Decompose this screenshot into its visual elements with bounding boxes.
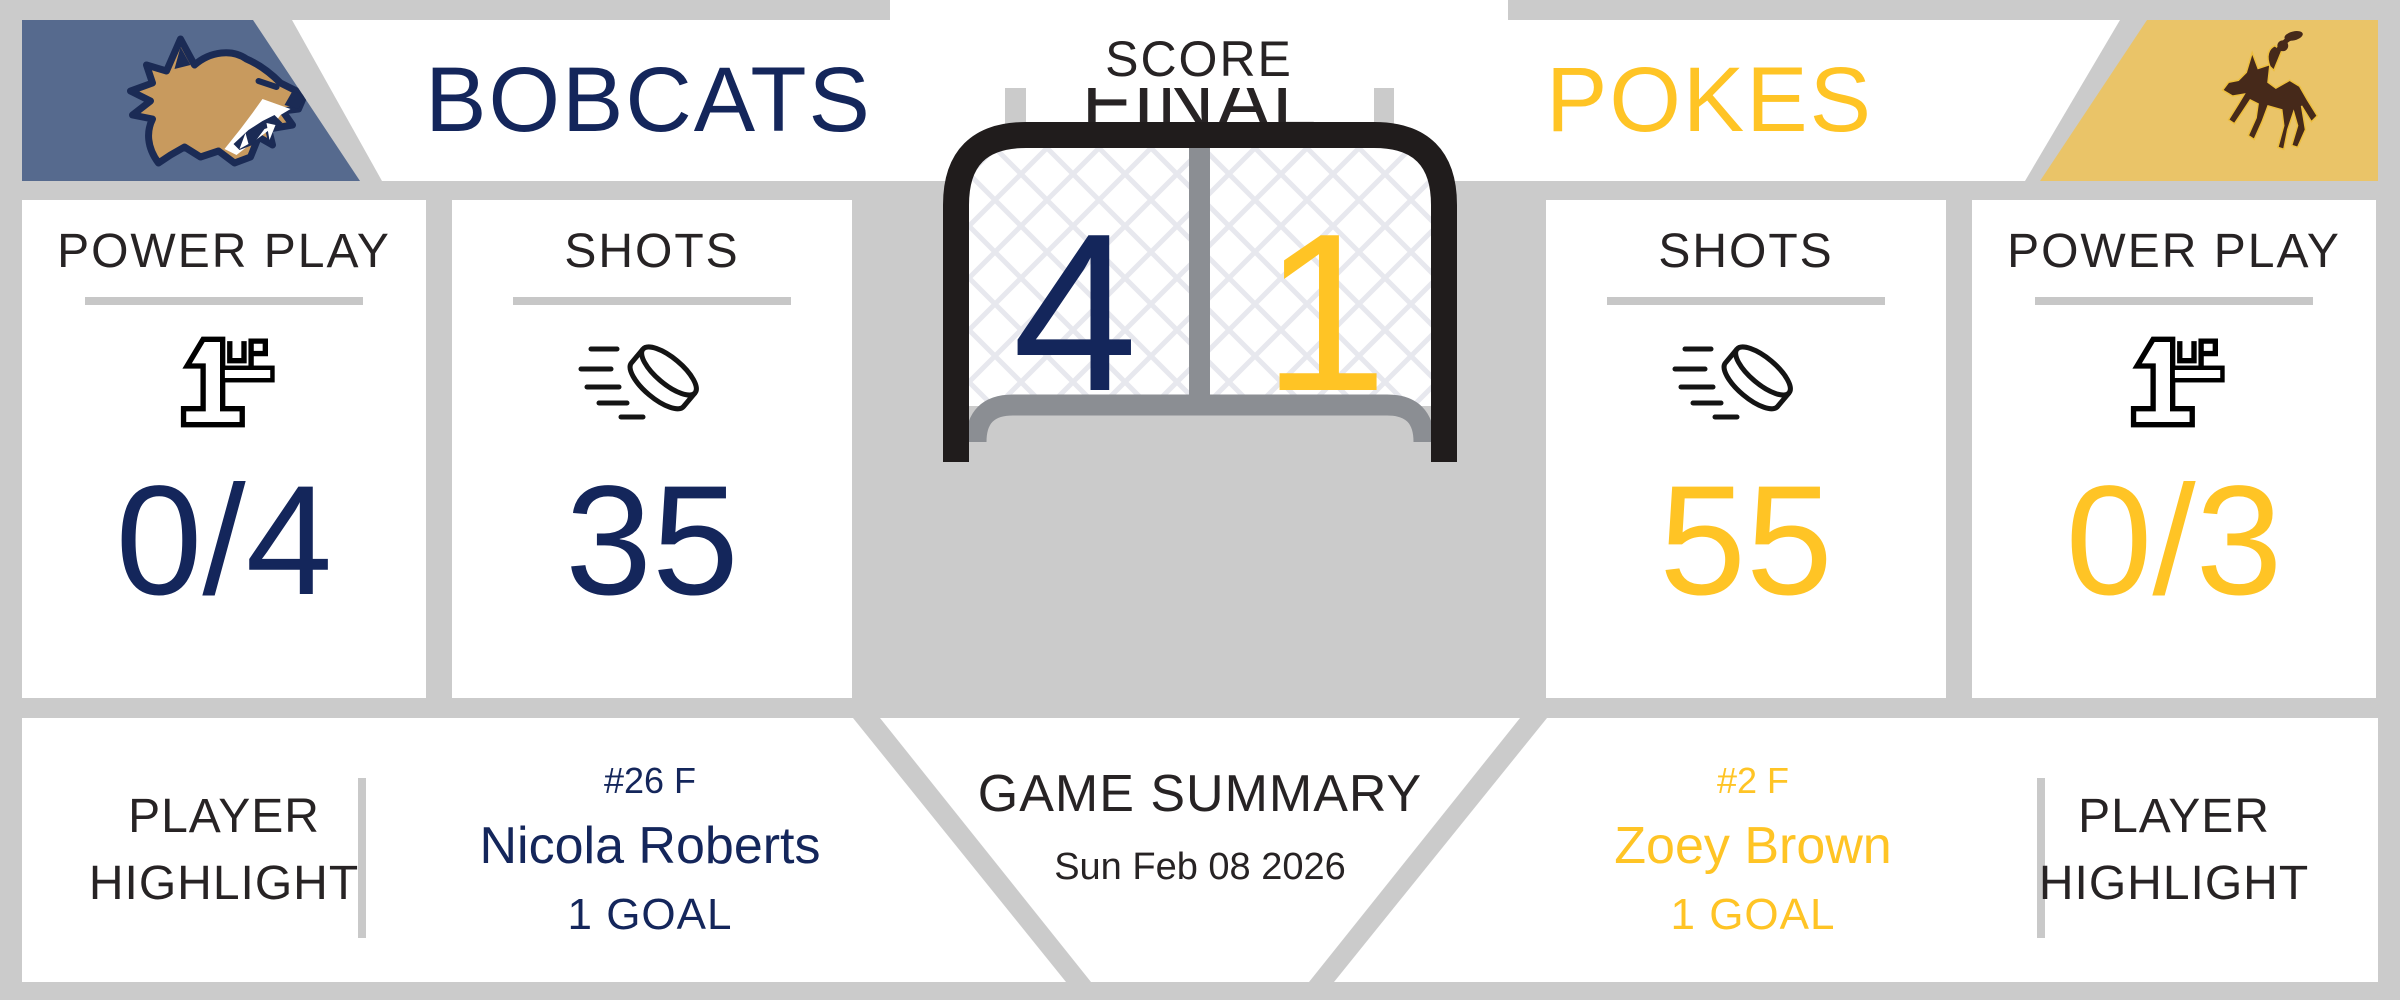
bucking-horse-icon	[2221, 30, 2319, 150]
divider-line	[1607, 296, 1885, 305]
home-power-play-label: POWER PLAY	[57, 225, 391, 278]
away-power-play-box: POWER PLAY 0/3	[1972, 200, 2376, 698]
player-highlight-line2: HIGHLIGHT	[88, 857, 360, 910]
one-up-icon	[2114, 319, 2234, 437]
away-shots-value: 55	[1659, 453, 1833, 628]
player-highlight-line2: HIGHLIGHT	[2038, 857, 2310, 910]
home-shots-label: SHOTS	[564, 225, 740, 278]
home-player-stat: 1 GOAL	[567, 890, 733, 939]
home-score: 4	[1012, 186, 1138, 438]
home-power-play-box: POWER PLAY 0/4	[22, 200, 426, 698]
home-power-play-value: 0/4	[115, 453, 333, 628]
vertical-divider	[2037, 778, 2045, 938]
home-player-info: #26 F Nicola Roberts 1 GOAL	[450, 718, 850, 982]
player-highlight-label: PLAYER HIGHLIGHT	[1974, 718, 2374, 982]
away-team-name: POKES	[1545, 49, 1873, 151]
hockey-goal-icon	[943, 122, 1457, 462]
player-highlight-line1: PLAYER	[2078, 789, 2270, 843]
home-shots-box: SHOTS 35	[452, 200, 852, 698]
vertical-divider	[358, 778, 366, 938]
away-player-highlight-panel: #2 F Zoey Brown 1 GOAL PLAYER HIGHLIGHT	[1334, 718, 2378, 982]
away-score: 1	[1262, 186, 1388, 438]
one-up-icon	[164, 319, 284, 437]
divider-line	[513, 296, 791, 305]
score-box: SCORE 4 1	[890, 0, 1508, 462]
flying-puck-icon	[577, 319, 727, 437]
away-player-name: Zoey Brown	[1614, 817, 1892, 875]
away-power-play-label: POWER PLAY	[2007, 225, 2341, 278]
away-player-stat: 1 GOAL	[1670, 890, 1836, 939]
bobcat-logo-icon	[127, 35, 308, 166]
flying-puck-icon	[1671, 319, 1821, 437]
away-player-number-position: #2 F	[1716, 760, 1790, 801]
divider-line	[85, 296, 363, 305]
home-player-number-position: #26 F	[603, 760, 697, 801]
home-shots-value: 35	[565, 453, 739, 628]
away-player-info: #2 F Zoey Brown 1 GOAL	[1553, 718, 1953, 982]
player-highlight-line1: PLAYER	[128, 789, 320, 843]
away-shots-label: SHOTS	[1658, 225, 1834, 278]
away-power-play-value: 0/3	[2065, 453, 2283, 628]
home-team-name: BOBCATS	[425, 49, 872, 151]
game-summary-label: GAME SUMMARY	[977, 765, 1423, 823]
home-player-highlight-panel: PLAYER HIGHLIGHT #26 F Nicola Roberts 1 …	[22, 718, 1066, 982]
player-highlight-label: PLAYER HIGHLIGHT	[22, 718, 426, 982]
away-shots-box: SHOTS 55	[1546, 200, 1946, 698]
divider-line	[2035, 296, 2313, 305]
game-date: Sun Feb 08 2026	[1054, 846, 1346, 888]
home-player-name: Nicola Roberts	[479, 817, 821, 875]
home-team-name-panel: BOBCATS	[292, 20, 1005, 181]
away-team-name-panel: POKES	[1394, 20, 2120, 181]
score-label: SCORE	[1105, 31, 1293, 87]
away-logo-panel	[2040, 20, 2378, 181]
